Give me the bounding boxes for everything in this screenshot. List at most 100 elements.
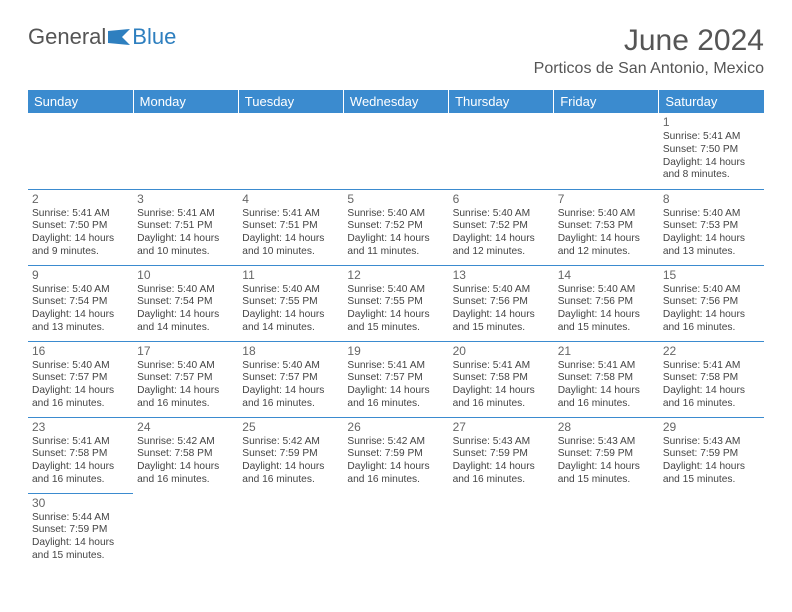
day-number: 7 (558, 192, 655, 207)
sunset-line: Sunset: 7:56 PM (453, 296, 550, 309)
daylight-line: Daylight: 14 hours and 14 minutes. (137, 309, 234, 335)
day-number: 23 (32, 420, 129, 435)
sunrise-line: Sunrise: 5:41 AM (663, 360, 760, 373)
sunrise-line: Sunrise: 5:41 AM (663, 131, 760, 144)
sunrise-line: Sunrise: 5:40 AM (137, 360, 234, 373)
day-cell: 2Sunrise: 5:41 AMSunset: 7:50 PMDaylight… (28, 189, 133, 265)
sunset-line: Sunset: 7:52 PM (347, 220, 444, 233)
empty-cell (238, 113, 343, 189)
day-cell: 29Sunrise: 5:43 AMSunset: 7:59 PMDayligh… (659, 417, 764, 493)
sunset-line: Sunset: 7:57 PM (32, 372, 129, 385)
sunset-line: Sunset: 7:59 PM (663, 448, 760, 461)
daylight-line: Daylight: 14 hours and 15 minutes. (347, 309, 444, 335)
day-cell: 30Sunrise: 5:44 AMSunset: 7:59 PMDayligh… (28, 493, 133, 569)
day-cell: 19Sunrise: 5:41 AMSunset: 7:57 PMDayligh… (343, 341, 448, 417)
daylight-line: Daylight: 14 hours and 15 minutes. (558, 461, 655, 487)
daylight-line: Daylight: 14 hours and 16 minutes. (32, 461, 129, 487)
day-cell: 9Sunrise: 5:40 AMSunset: 7:54 PMDaylight… (28, 265, 133, 341)
sunrise-line: Sunrise: 5:42 AM (242, 436, 339, 449)
daylight-line: Daylight: 14 hours and 16 minutes. (137, 385, 234, 411)
day-number: 24 (137, 420, 234, 435)
sunset-line: Sunset: 7:57 PM (242, 372, 339, 385)
sunset-line: Sunset: 7:52 PM (453, 220, 550, 233)
daylight-line: Daylight: 14 hours and 13 minutes. (32, 309, 129, 335)
day-header: Sunday (28, 90, 133, 113)
empty-cell (133, 493, 238, 569)
day-number: 27 (453, 420, 550, 435)
day-cell: 22Sunrise: 5:41 AMSunset: 7:58 PMDayligh… (659, 341, 764, 417)
sunrise-line: Sunrise: 5:40 AM (453, 208, 550, 221)
day-header: Tuesday (238, 90, 343, 113)
week-row: 16Sunrise: 5:40 AMSunset: 7:57 PMDayligh… (28, 341, 764, 417)
empty-cell (449, 113, 554, 189)
sunset-line: Sunset: 7:53 PM (663, 220, 760, 233)
calendar-body: 1Sunrise: 5:41 AMSunset: 7:50 PMDaylight… (28, 113, 764, 569)
day-header: Wednesday (343, 90, 448, 113)
day-cell: 26Sunrise: 5:42 AMSunset: 7:59 PMDayligh… (343, 417, 448, 493)
sunset-line: Sunset: 7:55 PM (347, 296, 444, 309)
day-number: 21 (558, 344, 655, 359)
day-cell: 5Sunrise: 5:40 AMSunset: 7:52 PMDaylight… (343, 189, 448, 265)
daylight-line: Daylight: 14 hours and 16 minutes. (558, 385, 655, 411)
location: Porticos de San Antonio, Mexico (534, 60, 764, 78)
title-block: June 2024 Porticos de San Antonio, Mexic… (534, 24, 764, 78)
daylight-line: Daylight: 14 hours and 16 minutes. (242, 461, 339, 487)
day-header: Saturday (659, 90, 764, 113)
day-header: Thursday (449, 90, 554, 113)
sunrise-line: Sunrise: 5:40 AM (347, 284, 444, 297)
sunset-line: Sunset: 7:53 PM (558, 220, 655, 233)
day-number: 1 (663, 115, 760, 130)
day-number: 6 (453, 192, 550, 207)
empty-cell (238, 493, 343, 569)
sunrise-line: Sunrise: 5:40 AM (663, 208, 760, 221)
week-row: 1Sunrise: 5:41 AMSunset: 7:50 PMDaylight… (28, 113, 764, 189)
flag-icon (108, 29, 130, 45)
day-cell: 4Sunrise: 5:41 AMSunset: 7:51 PMDaylight… (238, 189, 343, 265)
day-number: 19 (347, 344, 444, 359)
day-number: 20 (453, 344, 550, 359)
day-cell: 10Sunrise: 5:40 AMSunset: 7:54 PMDayligh… (133, 265, 238, 341)
daylight-line: Daylight: 14 hours and 16 minutes. (32, 385, 129, 411)
day-header: Monday (133, 90, 238, 113)
day-header: Friday (554, 90, 659, 113)
day-cell: 24Sunrise: 5:42 AMSunset: 7:58 PMDayligh… (133, 417, 238, 493)
week-row: 9Sunrise: 5:40 AMSunset: 7:54 PMDaylight… (28, 265, 764, 341)
logo-text-general: General (28, 24, 106, 50)
sunset-line: Sunset: 7:58 PM (137, 448, 234, 461)
sunset-line: Sunset: 7:56 PM (663, 296, 760, 309)
daylight-line: Daylight: 14 hours and 15 minutes. (663, 461, 760, 487)
day-cell: 3Sunrise: 5:41 AMSunset: 7:51 PMDaylight… (133, 189, 238, 265)
sunset-line: Sunset: 7:50 PM (32, 220, 129, 233)
sunrise-line: Sunrise: 5:41 AM (453, 360, 550, 373)
day-number: 17 (137, 344, 234, 359)
day-number: 8 (663, 192, 760, 207)
sunrise-line: Sunrise: 5:41 AM (137, 208, 234, 221)
day-number: 4 (242, 192, 339, 207)
day-cell: 16Sunrise: 5:40 AMSunset: 7:57 PMDayligh… (28, 341, 133, 417)
sunrise-line: Sunrise: 5:41 AM (558, 360, 655, 373)
empty-cell (554, 493, 659, 569)
sunrise-line: Sunrise: 5:43 AM (663, 436, 760, 449)
day-number: 22 (663, 344, 760, 359)
sunrise-line: Sunrise: 5:44 AM (32, 512, 129, 525)
logo-text-blue: Blue (132, 24, 176, 50)
daylight-line: Daylight: 14 hours and 14 minutes. (242, 309, 339, 335)
day-cell: 18Sunrise: 5:40 AMSunset: 7:57 PMDayligh… (238, 341, 343, 417)
sunset-line: Sunset: 7:51 PM (242, 220, 339, 233)
week-row: 2Sunrise: 5:41 AMSunset: 7:50 PMDaylight… (28, 189, 764, 265)
day-number: 28 (558, 420, 655, 435)
day-cell: 6Sunrise: 5:40 AMSunset: 7:52 PMDaylight… (449, 189, 554, 265)
sunset-line: Sunset: 7:58 PM (453, 372, 550, 385)
sunrise-line: Sunrise: 5:40 AM (242, 284, 339, 297)
day-number: 3 (137, 192, 234, 207)
daylight-line: Daylight: 14 hours and 16 minutes. (347, 385, 444, 411)
day-header-row: SundayMondayTuesdayWednesdayThursdayFrid… (28, 90, 764, 113)
empty-cell (28, 113, 133, 189)
sunrise-line: Sunrise: 5:42 AM (137, 436, 234, 449)
sunset-line: Sunset: 7:55 PM (242, 296, 339, 309)
logo: General Blue (28, 24, 176, 50)
daylight-line: Daylight: 14 hours and 12 minutes. (558, 233, 655, 259)
sunset-line: Sunset: 7:50 PM (663, 144, 760, 157)
daylight-line: Daylight: 14 hours and 16 minutes. (663, 309, 760, 335)
sunrise-line: Sunrise: 5:41 AM (347, 360, 444, 373)
